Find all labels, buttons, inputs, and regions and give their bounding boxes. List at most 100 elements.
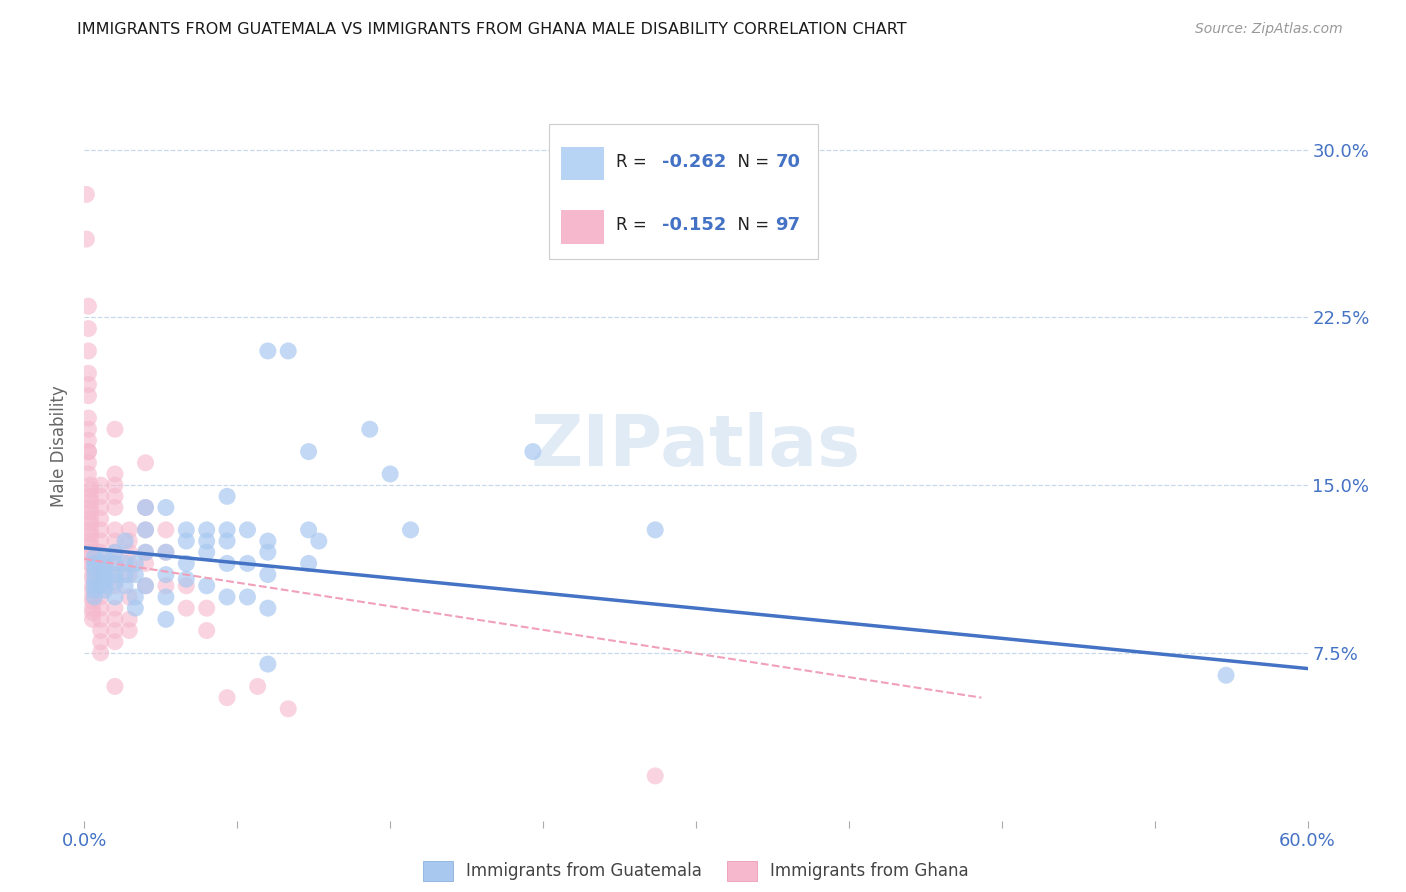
Text: 70: 70	[776, 153, 800, 170]
Point	[104, 500, 127, 515]
Point	[90, 567, 112, 582]
Y-axis label: Male Disability: Male Disability	[51, 385, 69, 507]
Point	[93, 574, 115, 589]
Point	[104, 534, 127, 549]
Point	[104, 545, 127, 559]
Point	[93, 549, 115, 564]
Point	[257, 657, 280, 671]
Point	[114, 567, 136, 582]
Point	[104, 612, 127, 626]
Point	[77, 321, 100, 335]
Point	[155, 567, 177, 582]
Point	[114, 534, 136, 549]
Point	[195, 534, 218, 549]
Point	[118, 590, 141, 604]
Point	[135, 579, 157, 593]
Point	[77, 444, 100, 458]
Point	[644, 523, 666, 537]
Text: R =: R =	[616, 216, 652, 234]
Point	[257, 343, 280, 358]
Point	[298, 444, 321, 458]
Point	[83, 557, 105, 571]
Text: R =: R =	[616, 153, 652, 170]
Legend: Immigrants from Guatemala, Immigrants from Ghana: Immigrants from Guatemala, Immigrants fr…	[416, 855, 976, 888]
Point	[104, 567, 127, 582]
Point	[104, 634, 127, 648]
Point	[77, 411, 100, 425]
Point	[90, 624, 112, 638]
Point	[217, 557, 239, 571]
Point	[79, 534, 101, 549]
Point	[217, 690, 239, 705]
Point	[246, 680, 269, 694]
Point	[644, 769, 666, 783]
Point	[82, 606, 104, 620]
Point	[174, 572, 197, 586]
Point	[257, 601, 280, 615]
Point	[257, 545, 280, 559]
FancyBboxPatch shape	[561, 210, 605, 244]
Point	[124, 567, 146, 582]
Point	[79, 478, 101, 492]
Point	[90, 500, 112, 515]
Point	[277, 343, 299, 358]
Text: Source: ZipAtlas.com: Source: ZipAtlas.com	[1195, 22, 1343, 37]
Point	[104, 574, 127, 589]
Point	[135, 579, 157, 593]
Point	[118, 523, 141, 537]
Point	[75, 187, 97, 202]
Point	[104, 624, 127, 638]
Text: ZIPatlas: ZIPatlas	[531, 411, 860, 481]
Text: 97: 97	[776, 216, 800, 234]
Point	[174, 557, 197, 571]
Point	[93, 567, 115, 582]
Point	[155, 500, 177, 515]
Point	[104, 523, 127, 537]
Point	[114, 557, 136, 571]
Point	[79, 545, 101, 559]
Point	[90, 634, 112, 648]
Point	[90, 646, 112, 660]
Point	[257, 534, 280, 549]
Point	[135, 523, 157, 537]
Point	[118, 567, 141, 582]
Point	[77, 343, 100, 358]
Point	[79, 516, 101, 531]
Point	[236, 557, 259, 571]
Point	[135, 545, 157, 559]
Point	[155, 545, 177, 559]
Point	[118, 534, 141, 549]
Point	[79, 489, 101, 503]
Point	[82, 583, 104, 598]
Point	[217, 590, 239, 604]
Point	[195, 545, 218, 559]
Point	[399, 523, 422, 537]
Point	[83, 579, 105, 593]
Point	[93, 583, 115, 598]
Point	[1215, 668, 1237, 682]
Point	[155, 579, 177, 593]
Point	[118, 557, 141, 571]
Point	[114, 579, 136, 593]
Point	[174, 534, 197, 549]
Point	[277, 702, 299, 716]
Point	[93, 557, 115, 571]
Point	[77, 456, 100, 470]
Point	[135, 545, 157, 559]
Point	[135, 500, 157, 515]
Point	[104, 601, 127, 615]
Point	[104, 680, 127, 694]
Point	[79, 523, 101, 537]
Point	[236, 590, 259, 604]
Point	[82, 561, 104, 575]
Point	[77, 467, 100, 481]
Point	[82, 590, 104, 604]
Point	[90, 601, 112, 615]
Point	[104, 590, 127, 604]
Point	[77, 377, 100, 392]
Point	[79, 557, 101, 571]
Point	[195, 523, 218, 537]
Text: IMMIGRANTS FROM GUATEMALA VS IMMIGRANTS FROM GHANA MALE DISABILITY CORRELATION C: IMMIGRANTS FROM GUATEMALA VS IMMIGRANTS …	[77, 22, 907, 37]
Point	[79, 539, 101, 553]
Point	[90, 523, 112, 537]
